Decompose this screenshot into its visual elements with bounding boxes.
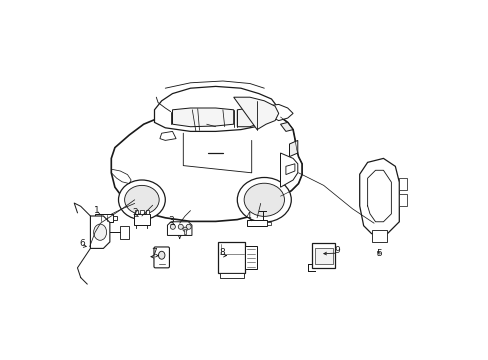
Polygon shape: [280, 153, 297, 187]
Bar: [145, 210, 149, 214]
Bar: [247, 220, 266, 226]
Polygon shape: [359, 158, 399, 234]
Text: 1: 1: [94, 206, 100, 215]
Text: 8: 8: [219, 248, 224, 257]
Polygon shape: [280, 122, 292, 131]
Polygon shape: [172, 108, 233, 127]
Bar: [371, 230, 386, 242]
Circle shape: [178, 224, 183, 229]
Polygon shape: [111, 106, 302, 221]
Bar: [245, 246, 256, 269]
Bar: [399, 178, 407, 190]
Ellipse shape: [244, 183, 284, 216]
Text: 9: 9: [333, 246, 339, 255]
Bar: [95, 214, 113, 222]
Ellipse shape: [118, 180, 165, 220]
Text: 3: 3: [167, 216, 173, 225]
Bar: [134, 214, 150, 225]
Polygon shape: [257, 104, 292, 121]
Polygon shape: [285, 164, 294, 175]
Ellipse shape: [237, 177, 291, 222]
Polygon shape: [289, 140, 297, 157]
Circle shape: [183, 227, 187, 231]
Polygon shape: [154, 86, 276, 131]
FancyBboxPatch shape: [154, 247, 169, 268]
Polygon shape: [160, 131, 176, 140]
Ellipse shape: [158, 251, 164, 259]
Bar: [220, 273, 243, 278]
Text: 2: 2: [132, 208, 137, 217]
Polygon shape: [233, 97, 278, 130]
Bar: [314, 248, 332, 264]
Polygon shape: [167, 222, 192, 235]
Bar: [183, 229, 186, 234]
Text: 5: 5: [376, 249, 382, 258]
Bar: [135, 210, 138, 214]
Circle shape: [170, 224, 175, 229]
Text: 6: 6: [79, 239, 84, 248]
Bar: [218, 242, 245, 273]
Polygon shape: [237, 108, 257, 127]
Bar: [140, 210, 143, 214]
Polygon shape: [90, 216, 110, 248]
Ellipse shape: [124, 185, 159, 214]
Circle shape: [186, 224, 191, 229]
Text: 7: 7: [151, 248, 156, 257]
Bar: [311, 243, 335, 268]
Bar: [120, 226, 129, 239]
Text: 4: 4: [245, 212, 250, 221]
Bar: [266, 222, 270, 225]
Bar: [113, 216, 117, 220]
Bar: [91, 216, 95, 220]
Ellipse shape: [94, 224, 106, 240]
Bar: [399, 194, 407, 206]
